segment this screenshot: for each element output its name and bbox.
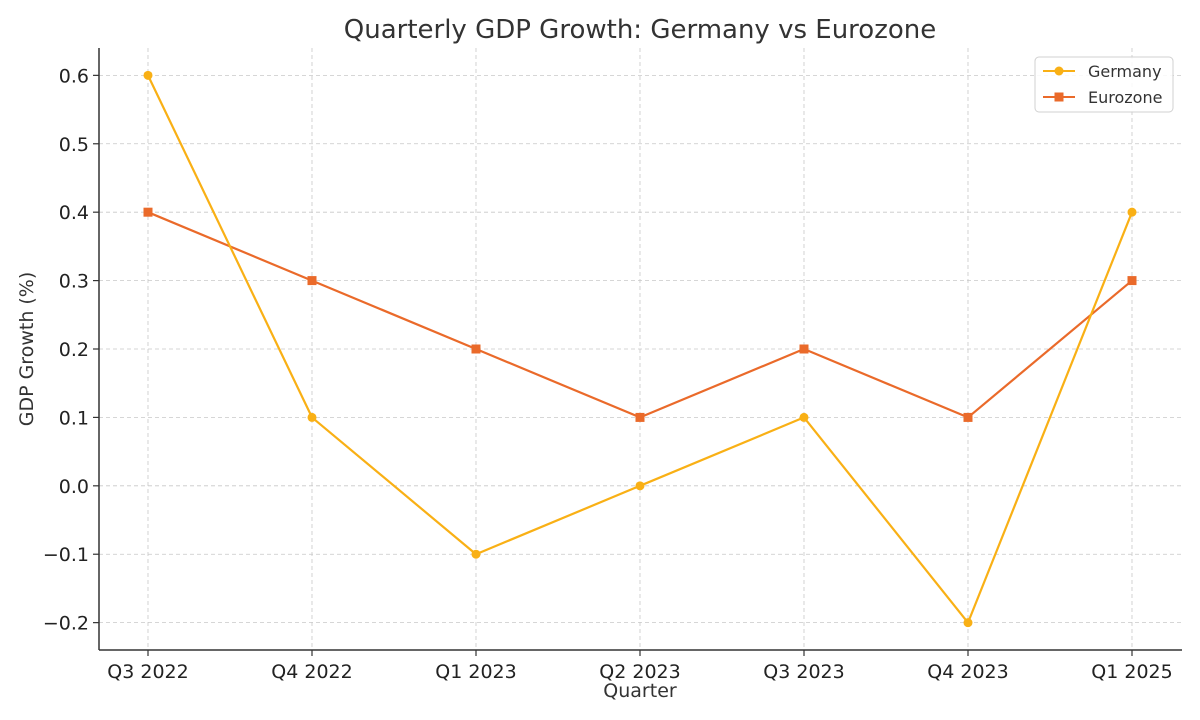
data-series: [143, 70, 1137, 628]
data-point-germany: [143, 70, 153, 80]
y-tick-label: 0.3: [59, 271, 89, 293]
y-tick-label: −0.2: [43, 613, 89, 635]
data-point-eurozone: [963, 412, 973, 422]
data-point-germany: [471, 549, 481, 559]
chart-title: Quarterly GDP Growth: Germany vs Eurozon…: [344, 15, 937, 45]
x-tick-label: Q4 2022: [271, 661, 352, 683]
data-point-germany: [1127, 207, 1137, 217]
x-tick-label: Q4 2023: [927, 661, 1008, 683]
x-tick-label: Q1 2025: [1091, 661, 1172, 683]
data-point-eurozone: [635, 412, 645, 422]
data-point-germany: [799, 412, 809, 422]
y-tick-label: 0.2: [59, 339, 89, 361]
legend-marker-eurozone: [1054, 92, 1064, 102]
legend-label-germany: Germany: [1088, 62, 1162, 81]
data-point-eurozone: [307, 276, 317, 286]
data-point-eurozone: [143, 207, 153, 217]
y-tick-label: 0.4: [59, 202, 89, 224]
y-axis-ticks: −0.2 −0.1 0.0 0.1 0.2 0.3 0.4 0.5 0.6: [43, 65, 99, 635]
x-tick-label: Q1 2023: [435, 661, 516, 683]
y-tick-label: 0.6: [59, 65, 89, 87]
data-point-eurozone: [1127, 276, 1137, 286]
data-point-germany: [635, 481, 645, 491]
x-axis-ticks: Q3 2022 Q4 2022 Q1 2023 Q2 2023 Q3 2023 Q4 20…: [107, 650, 1173, 683]
x-tick-label: Q3 2022: [107, 661, 188, 683]
legend-label-eurozone: Eurozone: [1088, 88, 1162, 107]
legend: Germany Eurozone: [1034, 56, 1174, 113]
data-point-eurozone: [471, 344, 481, 354]
data-point-eurozone: [799, 344, 809, 354]
y-tick-label: 0.0: [59, 476, 89, 498]
data-point-germany: [307, 412, 317, 422]
grid-lines: [99, 48, 1182, 650]
y-axis-label: GDP Growth (%): [16, 272, 38, 427]
x-axis-label: Quarter: [603, 680, 677, 702]
legend-marker-germany: [1054, 66, 1064, 76]
data-point-germany: [963, 618, 973, 628]
x-tick-label: Q2 2023: [599, 661, 680, 683]
x-tick-label: Q3 2023: [763, 661, 844, 683]
y-tick-label: 0.5: [59, 134, 89, 156]
y-tick-label: −0.1: [43, 544, 89, 566]
y-tick-label: 0.1: [59, 407, 89, 429]
